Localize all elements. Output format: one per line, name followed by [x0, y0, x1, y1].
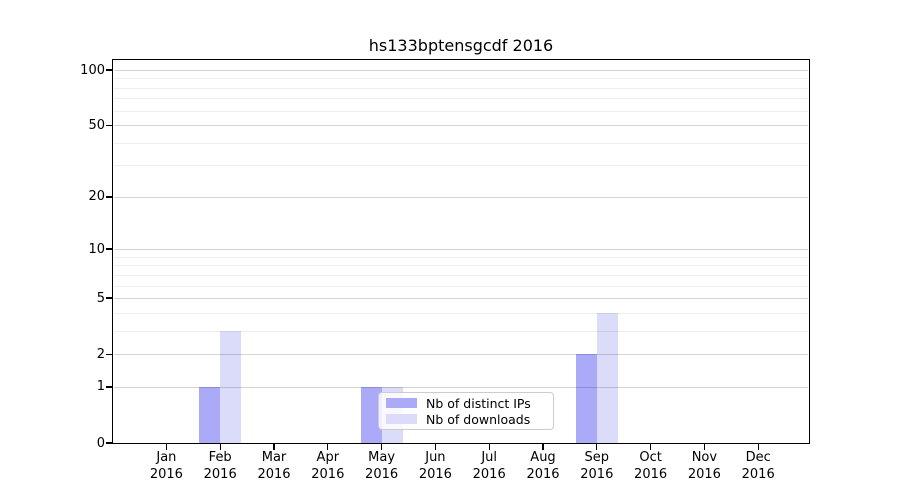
- gridline-major-5: [114, 298, 808, 300]
- x-tick-mark-feb: [219, 444, 221, 450]
- legend-item-downloads: Nb of downloads: [386, 411, 546, 427]
- x-tick-label-nov: Nov 2016: [687, 450, 721, 482]
- gridline-minor-30: [114, 165, 808, 167]
- y-tick-label-20: 20: [88, 189, 105, 205]
- gridline-minor-70: [114, 98, 808, 100]
- legend: Nb of distinct IPs Nb of downloads: [378, 392, 554, 430]
- legend-label-distinct-ips: Nb of distinct IPs: [426, 395, 531, 411]
- x-tick-mark-mar: [273, 444, 275, 450]
- bar-distinct-ips-may: [360, 386, 382, 443]
- x-tick-label-jun: Jun 2016: [418, 450, 452, 482]
- gridline-minor-40: [114, 142, 808, 144]
- gridline-minor-60: [114, 110, 808, 112]
- x-tick-label-aug: Aug 2016: [526, 450, 560, 482]
- x-tick-label-apr: Apr 2016: [311, 450, 345, 482]
- y-tick-label-50: 50: [88, 117, 105, 133]
- legend-patch-downloads-icon: [386, 414, 417, 424]
- gridline-major-2: [114, 354, 808, 356]
- gridline-major-1: [114, 386, 808, 388]
- gridline-minor-4: [114, 312, 808, 314]
- y-tick-mark-2: [106, 353, 113, 355]
- x-tick-label-oct: Oct 2016: [634, 450, 668, 482]
- y-tick-mark-5: [106, 297, 113, 299]
- x-tick-mark-aug: [542, 444, 544, 450]
- bar-distinct-ips-feb: [199, 386, 221, 443]
- gridline-minor-90: [114, 78, 808, 80]
- gridline-major-20: [114, 196, 808, 198]
- x-tick-mark-jul: [488, 444, 490, 450]
- x-tick-mark-apr: [327, 444, 329, 450]
- x-tick-label-feb: Feb 2016: [203, 450, 237, 482]
- gridline-minor-8: [114, 265, 808, 267]
- x-tick-mark-nov: [703, 444, 706, 450]
- x-tick-mark-jun: [434, 444, 437, 450]
- gridline-minor-7: [114, 274, 808, 276]
- y-tick-label-5: 5: [96, 290, 105, 306]
- y-tick-mark-20: [106, 196, 113, 198]
- chart-title: hs133bptensgcdf 2016: [368, 36, 554, 55]
- gridline-minor-6: [114, 285, 808, 287]
- x-tick-label-dec: Dec 2016: [741, 450, 775, 482]
- bar-distinct-ips-sep: [575, 354, 597, 443]
- gridline-major-10: [114, 249, 808, 251]
- x-tick-label-mar: Mar 2016: [257, 450, 291, 482]
- legend-item-distinct-ips: Nb of distinct IPs: [386, 395, 546, 411]
- x-tick-label-jul: Jul 2016: [472, 450, 506, 482]
- bar-downloads-sep: [596, 312, 618, 443]
- legend-patch-distinct-ips-icon: [386, 398, 417, 408]
- x-tick-label-jan: Jan 2016: [149, 450, 183, 482]
- y-tick-mark-1: [106, 386, 113, 388]
- legend-label-downloads: Nb of downloads: [426, 411, 531, 427]
- bar-downloads-feb: [220, 330, 242, 443]
- x-tick-mark-oct: [649, 444, 652, 450]
- x-tick-mark-dec: [757, 444, 759, 450]
- y-tick-label-1: 1: [96, 379, 105, 395]
- gridline-major-50: [114, 125, 808, 127]
- gridline-major-100: [114, 70, 808, 71]
- x-tick-mark-jan: [165, 444, 168, 450]
- gridline-minor-9: [114, 256, 808, 258]
- y-tick-mark-10: [106, 248, 113, 250]
- x-tick-mark-may: [380, 444, 383, 450]
- gridline-minor-80: [114, 87, 808, 89]
- y-tick-label-2: 2: [96, 346, 105, 362]
- y-tick-mark-0: [106, 442, 113, 444]
- x-tick-label-may: May 2016: [365, 450, 399, 482]
- x-tick-mark-sep: [596, 444, 598, 450]
- y-tick-label-0: 0: [96, 435, 105, 451]
- y-tick-label-10: 10: [88, 241, 105, 257]
- y-tick-label-100: 100: [80, 62, 105, 78]
- x-tick-label-sep: Sep 2016: [580, 450, 614, 482]
- y-tick-mark-50: [106, 124, 113, 126]
- gridline-minor-3: [114, 330, 808, 332]
- y-tick-mark-100: [106, 69, 113, 71]
